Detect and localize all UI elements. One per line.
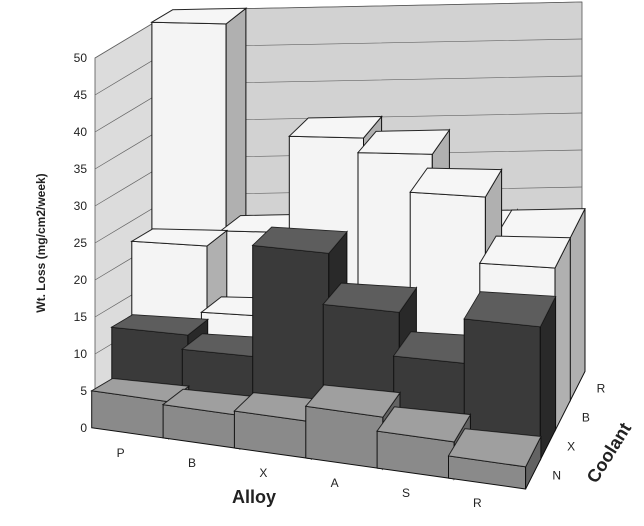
y-tick-label: 20	[74, 273, 88, 287]
bar-top-light	[393, 331, 486, 364]
bar-top-light	[289, 116, 382, 138]
bar-top-light	[91, 378, 189, 402]
bar-side-shade	[569, 208, 585, 402]
bar-side-shade	[540, 296, 556, 460]
y-tick-label: 30	[74, 199, 88, 213]
bar-top-light	[410, 168, 502, 197]
x-tick-label: R	[473, 496, 482, 510]
bar-top-light	[131, 228, 227, 246]
bar-top	[356, 129, 451, 155]
tick-labels: 0 5 10 15 20 25 30 35 40 45 50 P B X A S R N X B R	[74, 51, 606, 510]
x-tick-label: A	[331, 476, 339, 490]
bar-top-light	[448, 428, 541, 467]
x-tick-label: P	[117, 446, 125, 460]
bar-top-light	[252, 227, 347, 254]
bar-top-light	[495, 208, 585, 239]
bar-top	[478, 235, 572, 269]
bar-top-light	[323, 283, 417, 313]
x-tick-label: X	[259, 466, 267, 480]
depth-tick-label: X	[567, 440, 575, 454]
bar-top-light	[111, 314, 208, 335]
y-tick-label: 40	[74, 125, 88, 139]
x-axis-title: Alloy	[232, 487, 276, 507]
bar-top	[447, 428, 542, 468]
x-tick-label: B	[188, 456, 196, 470]
depth-axis-title: Coolant	[583, 419, 635, 486]
bar-top	[463, 291, 557, 328]
bar-top	[150, 7, 248, 25]
depth-tick-label: N	[552, 469, 561, 483]
bar-top	[110, 314, 210, 336]
bar-top	[90, 377, 190, 403]
bar-top-light	[464, 291, 556, 327]
bars	[90, 7, 586, 490]
bar-top	[322, 282, 418, 313]
y-tick-label: 10	[74, 347, 88, 361]
y-axis-title: Wt. Loss (mg/cm2/week)	[34, 173, 48, 312]
bar-side-shade	[555, 237, 571, 431]
bar-top	[251, 226, 348, 254]
bar-top	[376, 406, 472, 443]
bar-top-light	[163, 389, 260, 416]
bar	[304, 384, 401, 471]
y-tick-label: 45	[74, 88, 88, 102]
depth-tick-label: B	[582, 411, 590, 425]
bar-top-light	[151, 8, 246, 24]
bar-top-light	[377, 406, 471, 442]
bar-side-shade	[525, 436, 541, 489]
bar-top-light	[305, 385, 400, 418]
y-tick-label: 35	[74, 162, 88, 176]
y-tick-label: 15	[74, 310, 88, 324]
y-tick-label: 5	[80, 384, 87, 398]
bar-top-light	[358, 129, 450, 155]
bar-top	[288, 115, 383, 139]
bar	[447, 428, 542, 490]
bar	[463, 291, 557, 461]
x-tick-label: S	[402, 486, 410, 500]
bar-top	[304, 384, 401, 418]
y-tick-label: 0	[80, 421, 87, 435]
depth-tick-label: R	[597, 382, 606, 396]
bar-top-light	[479, 236, 571, 268]
y-tick-label: 50	[74, 51, 88, 65]
bar-top	[130, 228, 229, 247]
bar-top	[409, 167, 503, 198]
y-tick-label: 25	[74, 236, 88, 250]
